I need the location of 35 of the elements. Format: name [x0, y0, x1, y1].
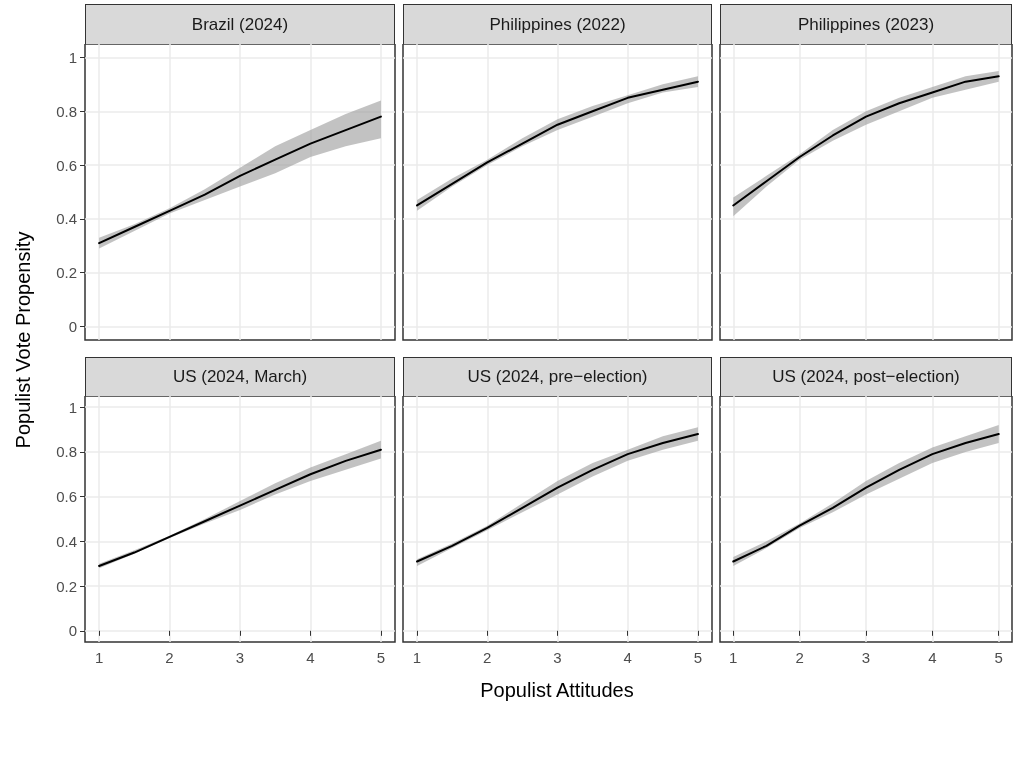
chart-title: US (2024, pre−election) [403, 357, 712, 397]
x-tick-label: 3 [861, 649, 871, 666]
x-tick-label: 3 [235, 649, 245, 666]
x-tick-label: 2 [165, 649, 174, 666]
y-tick-label: 0.2 [56, 264, 77, 282]
chart-title: Philippines (2022) [403, 4, 712, 45]
y-tick-label: 0.6 [56, 156, 77, 174]
chart-title: Philippines (2023) [720, 4, 1012, 45]
chart-title: US (2024, March) [85, 357, 395, 397]
x-tick-label: 1 [412, 649, 422, 666]
y-tick-label: 0.8 [56, 102, 77, 120]
x-tick-label: 4 [623, 649, 632, 666]
x-tick-label: 5 [693, 649, 703, 666]
y-tick-label: 0.6 [56, 488, 77, 506]
y-tick-label: 1 [68, 48, 77, 66]
y-tick-label: 0 [68, 622, 77, 640]
y-tick-label: 0.4 [56, 210, 77, 228]
y-tick-label: 0.2 [56, 577, 77, 595]
x-tick-label: 1 [729, 649, 738, 666]
x-tick-label: 5 [994, 649, 1003, 666]
y-tick-label: 1 [68, 398, 77, 416]
y-tick-label: 0 [68, 318, 77, 336]
x-tick-label: 5 [376, 649, 386, 666]
y-tick-label: 0.4 [56, 532, 77, 550]
x-tick-label: 2 [795, 649, 804, 666]
x-tick-label: 3 [553, 649, 562, 666]
chart-title: Brazil (2024) [85, 4, 395, 45]
x-axis-title: Populist Attitudes [480, 678, 634, 702]
x-tick-label: 4 [306, 649, 315, 666]
chart-title: US (2024, post−election) [720, 357, 1012, 397]
x-tick-label: 2 [483, 649, 492, 666]
y-tick-label: 0.8 [56, 443, 77, 461]
x-tick-label: 4 [928, 649, 937, 666]
y-axis-title: Populist Vote Propensity [11, 231, 35, 449]
x-tick-label: 1 [94, 649, 104, 666]
